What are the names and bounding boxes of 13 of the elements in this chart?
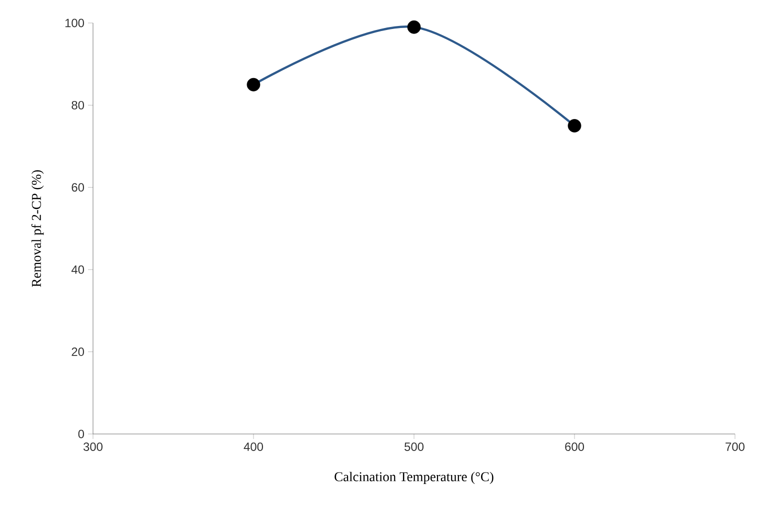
x-tick-label: 700: [726, 442, 745, 451]
y-tick-label: 0: [78, 430, 84, 438]
y-tick-label: 80: [72, 100, 84, 110]
x-axis-title: Calcination Temperature (°C): [334, 472, 494, 484]
y-axis-title: Removal pf 2-CP (%): [31, 170, 44, 287]
x-tick-label: 400: [244, 442, 264, 451]
y-tick-label: 100: [65, 18, 84, 28]
y-tick-label: 60: [72, 183, 84, 192]
x-tick-label: 600: [565, 442, 584, 451]
y-tick-label: 40: [71, 265, 84, 274]
y-tick-label: 20: [72, 348, 84, 356]
x-tick-label: 300: [83, 442, 103, 451]
x-tick-label: 500: [404, 442, 424, 451]
